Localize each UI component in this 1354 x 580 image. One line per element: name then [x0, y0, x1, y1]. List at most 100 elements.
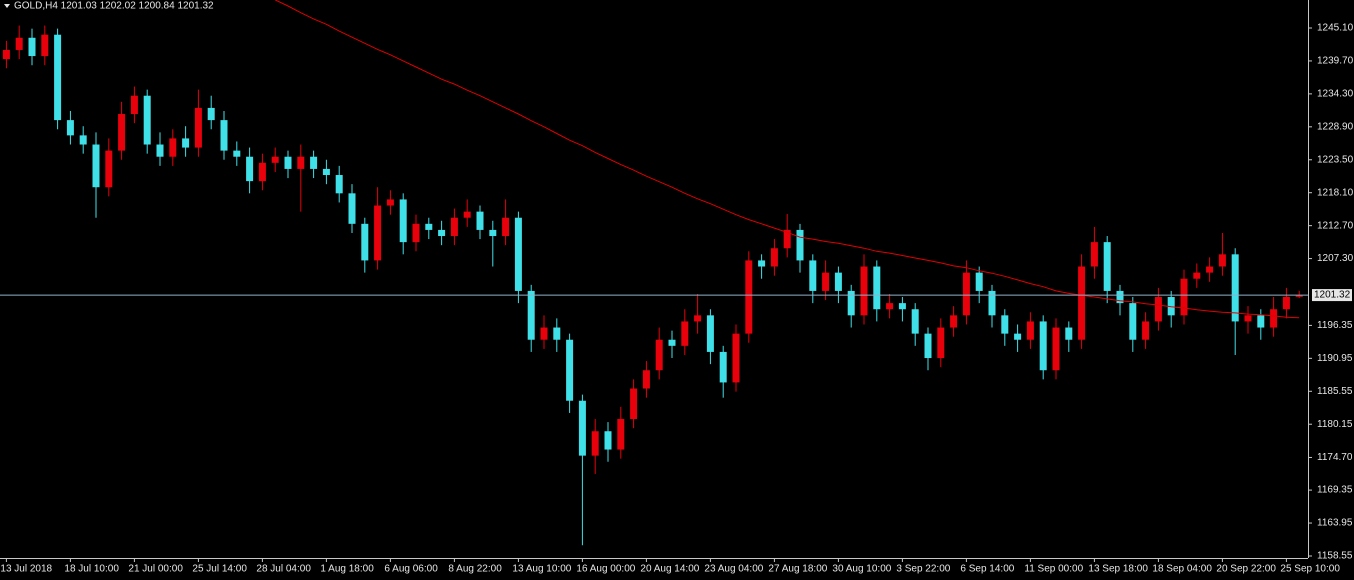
candle-body: [514, 217, 522, 291]
x-tick-label: 20 Sep 22:00: [1216, 564, 1276, 575]
candle-body: [246, 156, 254, 182]
candle-body: [1218, 254, 1226, 267]
y-tick-label: 1239.70: [1317, 56, 1354, 67]
candle-body: [1090, 242, 1098, 267]
candle-body: [284, 156, 292, 169]
candle-body: [566, 339, 574, 401]
candle-body: [1244, 315, 1252, 322]
y-tick-label: 1169.35: [1317, 485, 1353, 496]
y-tick-label: 1218.10: [1317, 187, 1354, 198]
candle-body: [1257, 315, 1265, 328]
candle-body: [156, 144, 164, 157]
candle-body: [322, 168, 330, 176]
x-tick-label: 16 Aug 00:00: [576, 564, 635, 575]
candle-body: [130, 95, 138, 115]
y-tick-label: 1245.10: [1317, 23, 1354, 34]
candle-body: [463, 211, 471, 218]
candle-body: [834, 272, 842, 291]
candle-body: [1167, 297, 1175, 316]
candle-body: [412, 223, 420, 243]
candle-body: [937, 327, 945, 359]
candle-body: [1129, 303, 1137, 340]
y-tick-label: 1196.35: [1317, 320, 1353, 331]
price-label: 1201.32: [1314, 290, 1351, 301]
candle-body: [374, 205, 382, 261]
candle-body: [655, 339, 663, 371]
x-tick-label: 21 Jul 00:00: [128, 564, 183, 575]
y-tick-label: 1207.30: [1317, 253, 1354, 264]
candle-body: [860, 266, 868, 316]
candle-body: [182, 138, 190, 148]
candle-body: [732, 333, 740, 383]
candle-body: [1039, 321, 1047, 371]
candle-body: [271, 156, 279, 163]
candle-body: [962, 272, 970, 316]
x-tick-label: 27 Aug 18:00: [768, 564, 827, 575]
candle-body: [617, 419, 625, 450]
x-tick-label: 13 Sep 18:00: [1088, 564, 1148, 575]
candle-body: [28, 37, 36, 57]
candle-body: [911, 309, 919, 334]
x-tick-label: 25 Sep 10:00: [1280, 564, 1340, 575]
candle-body: [15, 37, 23, 50]
candle-body: [1065, 327, 1073, 340]
candle-body: [553, 327, 561, 340]
candle-body: [399, 199, 407, 243]
x-tick-label: 6 Sep 14:00: [960, 564, 1014, 575]
x-tick-label: 18 Jul 10:00: [64, 564, 119, 575]
y-tick-label: 1234.30: [1317, 89, 1354, 100]
y-tick-label: 1212.70: [1317, 220, 1354, 231]
candle-body: [1180, 278, 1188, 316]
candle-body: [450, 217, 458, 237]
candle-body: [54, 34, 62, 121]
candle-body: [92, 144, 100, 188]
candle-body: [1103, 242, 1111, 291]
candle-body: [591, 431, 599, 456]
candle-body: [770, 248, 778, 267]
candle-body: [220, 120, 228, 151]
candle-body: [1231, 254, 1239, 322]
x-tick-label: 11 Sep 00:00: [1024, 564, 1083, 575]
x-tick-label: 25 Jul 14:00: [192, 564, 247, 575]
candle-body: [233, 150, 241, 157]
candle-body: [118, 114, 126, 151]
candle-body: [1295, 295, 1303, 297]
candle-body: [809, 260, 817, 291]
candle-body: [310, 156, 318, 169]
x-tick-label: 18 Sep 04:00: [1152, 564, 1212, 575]
moving-average-line: [274, 0, 1300, 319]
y-tick-label: 1158.55: [1317, 551, 1353, 562]
candle-body: [1052, 327, 1060, 371]
candle-body: [924, 333, 932, 359]
candle-body: [476, 211, 484, 230]
candle-body: [502, 217, 510, 237]
y-tick-label: 1223.50: [1317, 154, 1354, 165]
plot-area: [2, 0, 1303, 546]
candle-body: [143, 95, 151, 145]
candle-body: [1026, 321, 1034, 340]
x-tick-label: 20 Aug 14:00: [640, 564, 699, 575]
x-tick-label: 13 Aug 10:00: [512, 564, 571, 575]
menu-arrow: [4, 4, 10, 8]
candle-body: [668, 339, 676, 346]
candle-body: [425, 223, 433, 230]
candle-body: [1001, 315, 1009, 334]
candle-body: [527, 290, 535, 340]
candle-body: [1270, 309, 1278, 328]
candle-body: [681, 321, 689, 346]
candle-body: [758, 260, 766, 267]
candle-body: [361, 223, 369, 261]
candle-body: [1014, 333, 1022, 340]
y-tick-label: 1163.95: [1317, 518, 1353, 529]
candle-body: [2, 49, 10, 60]
candle-body: [706, 315, 714, 352]
x-tick-label: 3 Sep 22:00: [896, 564, 950, 575]
y-tick-label: 1190.95: [1317, 353, 1353, 364]
candle-body: [41, 34, 49, 57]
candle-body: [79, 135, 87, 145]
price-label-box: [1312, 289, 1352, 302]
candle-body: [348, 193, 356, 224]
candle-body: [719, 351, 727, 383]
candle-body: [66, 120, 74, 136]
